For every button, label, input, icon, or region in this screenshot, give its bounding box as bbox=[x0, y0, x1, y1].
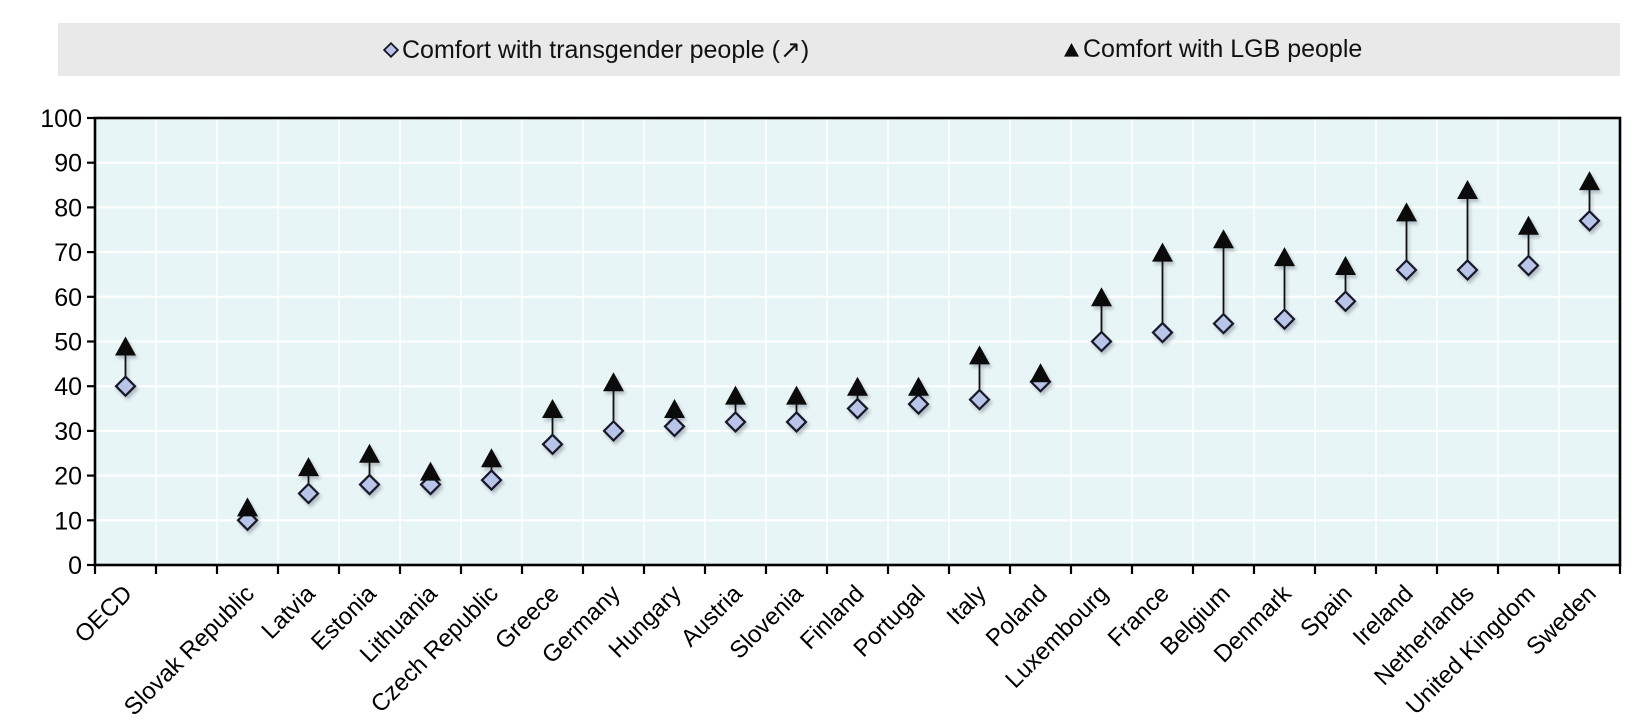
triangle-marker-Finland bbox=[847, 376, 868, 396]
diamond-marker-Netherlands bbox=[1456, 258, 1479, 282]
triangle-marker-Austria bbox=[725, 385, 746, 405]
pair-Italy bbox=[968, 345, 991, 411]
y-tick-label-100: 100 bbox=[40, 105, 82, 133]
pair-Czech Republic bbox=[480, 448, 503, 492]
triangle-marker-Hungary bbox=[664, 399, 685, 419]
diamond-marker-Germany bbox=[602, 419, 625, 442]
triangle-marker-Germany bbox=[603, 372, 624, 392]
pair-Latvia bbox=[297, 457, 320, 505]
triangle-marker-Poland bbox=[1030, 363, 1051, 383]
pair-OECD bbox=[114, 336, 137, 398]
y-tick-label-0: 0 bbox=[68, 552, 82, 580]
y-tick-label-50: 50 bbox=[54, 329, 82, 357]
pair-France bbox=[1151, 242, 1174, 344]
y-tick-label-80: 80 bbox=[54, 194, 82, 222]
y-tick-label-90: 90 bbox=[54, 150, 82, 178]
triangle-marker-Slovak Republic bbox=[237, 497, 258, 517]
triangle-marker-Ireland bbox=[1396, 202, 1417, 222]
pair-Finland bbox=[846, 376, 869, 420]
triangle-marker-OECD bbox=[115, 336, 136, 356]
legend-label-transgender: Comfort with transgender people (↗) bbox=[402, 35, 810, 64]
diamond-legend-shape bbox=[382, 41, 400, 58]
pair-Greece bbox=[541, 399, 564, 456]
diamond-marker-Latvia bbox=[297, 482, 320, 505]
triangle-legend-shape bbox=[1064, 42, 1079, 57]
pair-Lithuania bbox=[419, 461, 442, 496]
x-category-label-Italy: Italy bbox=[942, 580, 992, 630]
triangle-marker-Latvia bbox=[298, 457, 319, 477]
diamond-marker-OECD bbox=[114, 375, 137, 398]
diamond-marker-Greece bbox=[541, 433, 564, 456]
y-tick-label-70: 70 bbox=[54, 239, 82, 267]
triangle-marker-Spain bbox=[1335, 256, 1356, 276]
triangle-marker-Luxembourg bbox=[1091, 287, 1112, 307]
diamond-marker-Ireland bbox=[1395, 258, 1418, 282]
triangle-marker-Portugal bbox=[908, 376, 929, 396]
pair-Spain bbox=[1334, 256, 1357, 313]
triangle-marker-Slovenia bbox=[786, 385, 807, 405]
legend-label-lgb: Comfort with LGB people bbox=[1083, 35, 1363, 63]
pair-Slovenia bbox=[785, 385, 808, 434]
pair-Estonia bbox=[358, 443, 381, 496]
triangle-marker-Denmark bbox=[1274, 247, 1295, 267]
diamond-marker-France bbox=[1151, 321, 1174, 344]
diamond-marker-Spain bbox=[1334, 290, 1357, 313]
diamond-marker-Hungary bbox=[663, 415, 686, 438]
triangle-marker-Netherlands bbox=[1457, 180, 1478, 200]
triangle-marker-Lithuania bbox=[420, 461, 441, 481]
x-category-label-Slovak-Republic: Slovak Republic bbox=[119, 580, 260, 720]
y-tick-label-30: 30 bbox=[54, 418, 82, 446]
pair-Luxembourg bbox=[1090, 287, 1113, 353]
y-tick-label-60: 60 bbox=[54, 284, 82, 312]
pair-Portugal bbox=[907, 376, 930, 416]
triangle-marker-Sweden bbox=[1579, 171, 1600, 191]
diamond-marker-Luxembourg bbox=[1090, 330, 1113, 353]
triangle-marker-Belgium bbox=[1213, 229, 1234, 249]
y-tick-label-20: 20 bbox=[54, 463, 82, 491]
pair-Slovak Republic bbox=[236, 497, 259, 532]
diamond-marker-Estonia bbox=[358, 473, 381, 496]
diamond-legend-icon bbox=[382, 41, 400, 58]
triangle-marker-Greece bbox=[542, 399, 563, 419]
diamond-marker-Finland bbox=[846, 397, 869, 420]
legend-bar: Comfort with transgender people (↗) Comf… bbox=[58, 23, 1620, 76]
y-tick-label-40: 40 bbox=[54, 373, 82, 401]
diamond-marker-Czech Republic bbox=[480, 469, 503, 492]
triangle-marker-United Kingdom bbox=[1518, 215, 1539, 235]
diamond-marker-Austria bbox=[724, 410, 747, 434]
pair-Netherlands bbox=[1456, 180, 1479, 282]
legend-item-transgender: Comfort with transgender people (↗) bbox=[382, 23, 810, 76]
pair-Belgium bbox=[1212, 229, 1235, 335]
triangle-legend-icon bbox=[1063, 42, 1080, 58]
triangle-marker-France bbox=[1152, 242, 1173, 262]
diamond-marker-Slovenia bbox=[785, 410, 808, 434]
triangle-marker-Estonia bbox=[359, 443, 380, 463]
diamond-marker-Italy bbox=[968, 388, 991, 411]
pair-Ireland bbox=[1395, 202, 1418, 282]
pair-Sweden bbox=[1578, 171, 1601, 232]
pair-Hungary bbox=[663, 399, 686, 438]
diamond-marker-Sweden bbox=[1578, 209, 1601, 232]
pair-Germany bbox=[602, 372, 625, 442]
pair-United Kingdom bbox=[1517, 215, 1540, 277]
pair-Austria bbox=[724, 385, 747, 434]
triangle-marker-Czech Republic bbox=[481, 448, 502, 468]
diamond-marker-Portugal bbox=[907, 393, 930, 416]
diamond-marker-Belgium bbox=[1212, 312, 1235, 335]
pair-Denmark bbox=[1273, 247, 1296, 331]
diamond-marker-United Kingdom bbox=[1517, 254, 1540, 277]
pair-Poland bbox=[1029, 363, 1052, 393]
x-category-label-OECD: OECD bbox=[70, 580, 138, 648]
legend-item-lgb: Comfort with LGB people bbox=[1063, 23, 1362, 76]
triangle-marker-Italy bbox=[969, 345, 990, 365]
y-tick-label-10: 10 bbox=[54, 507, 82, 535]
diamond-marker-Denmark bbox=[1273, 308, 1296, 331]
